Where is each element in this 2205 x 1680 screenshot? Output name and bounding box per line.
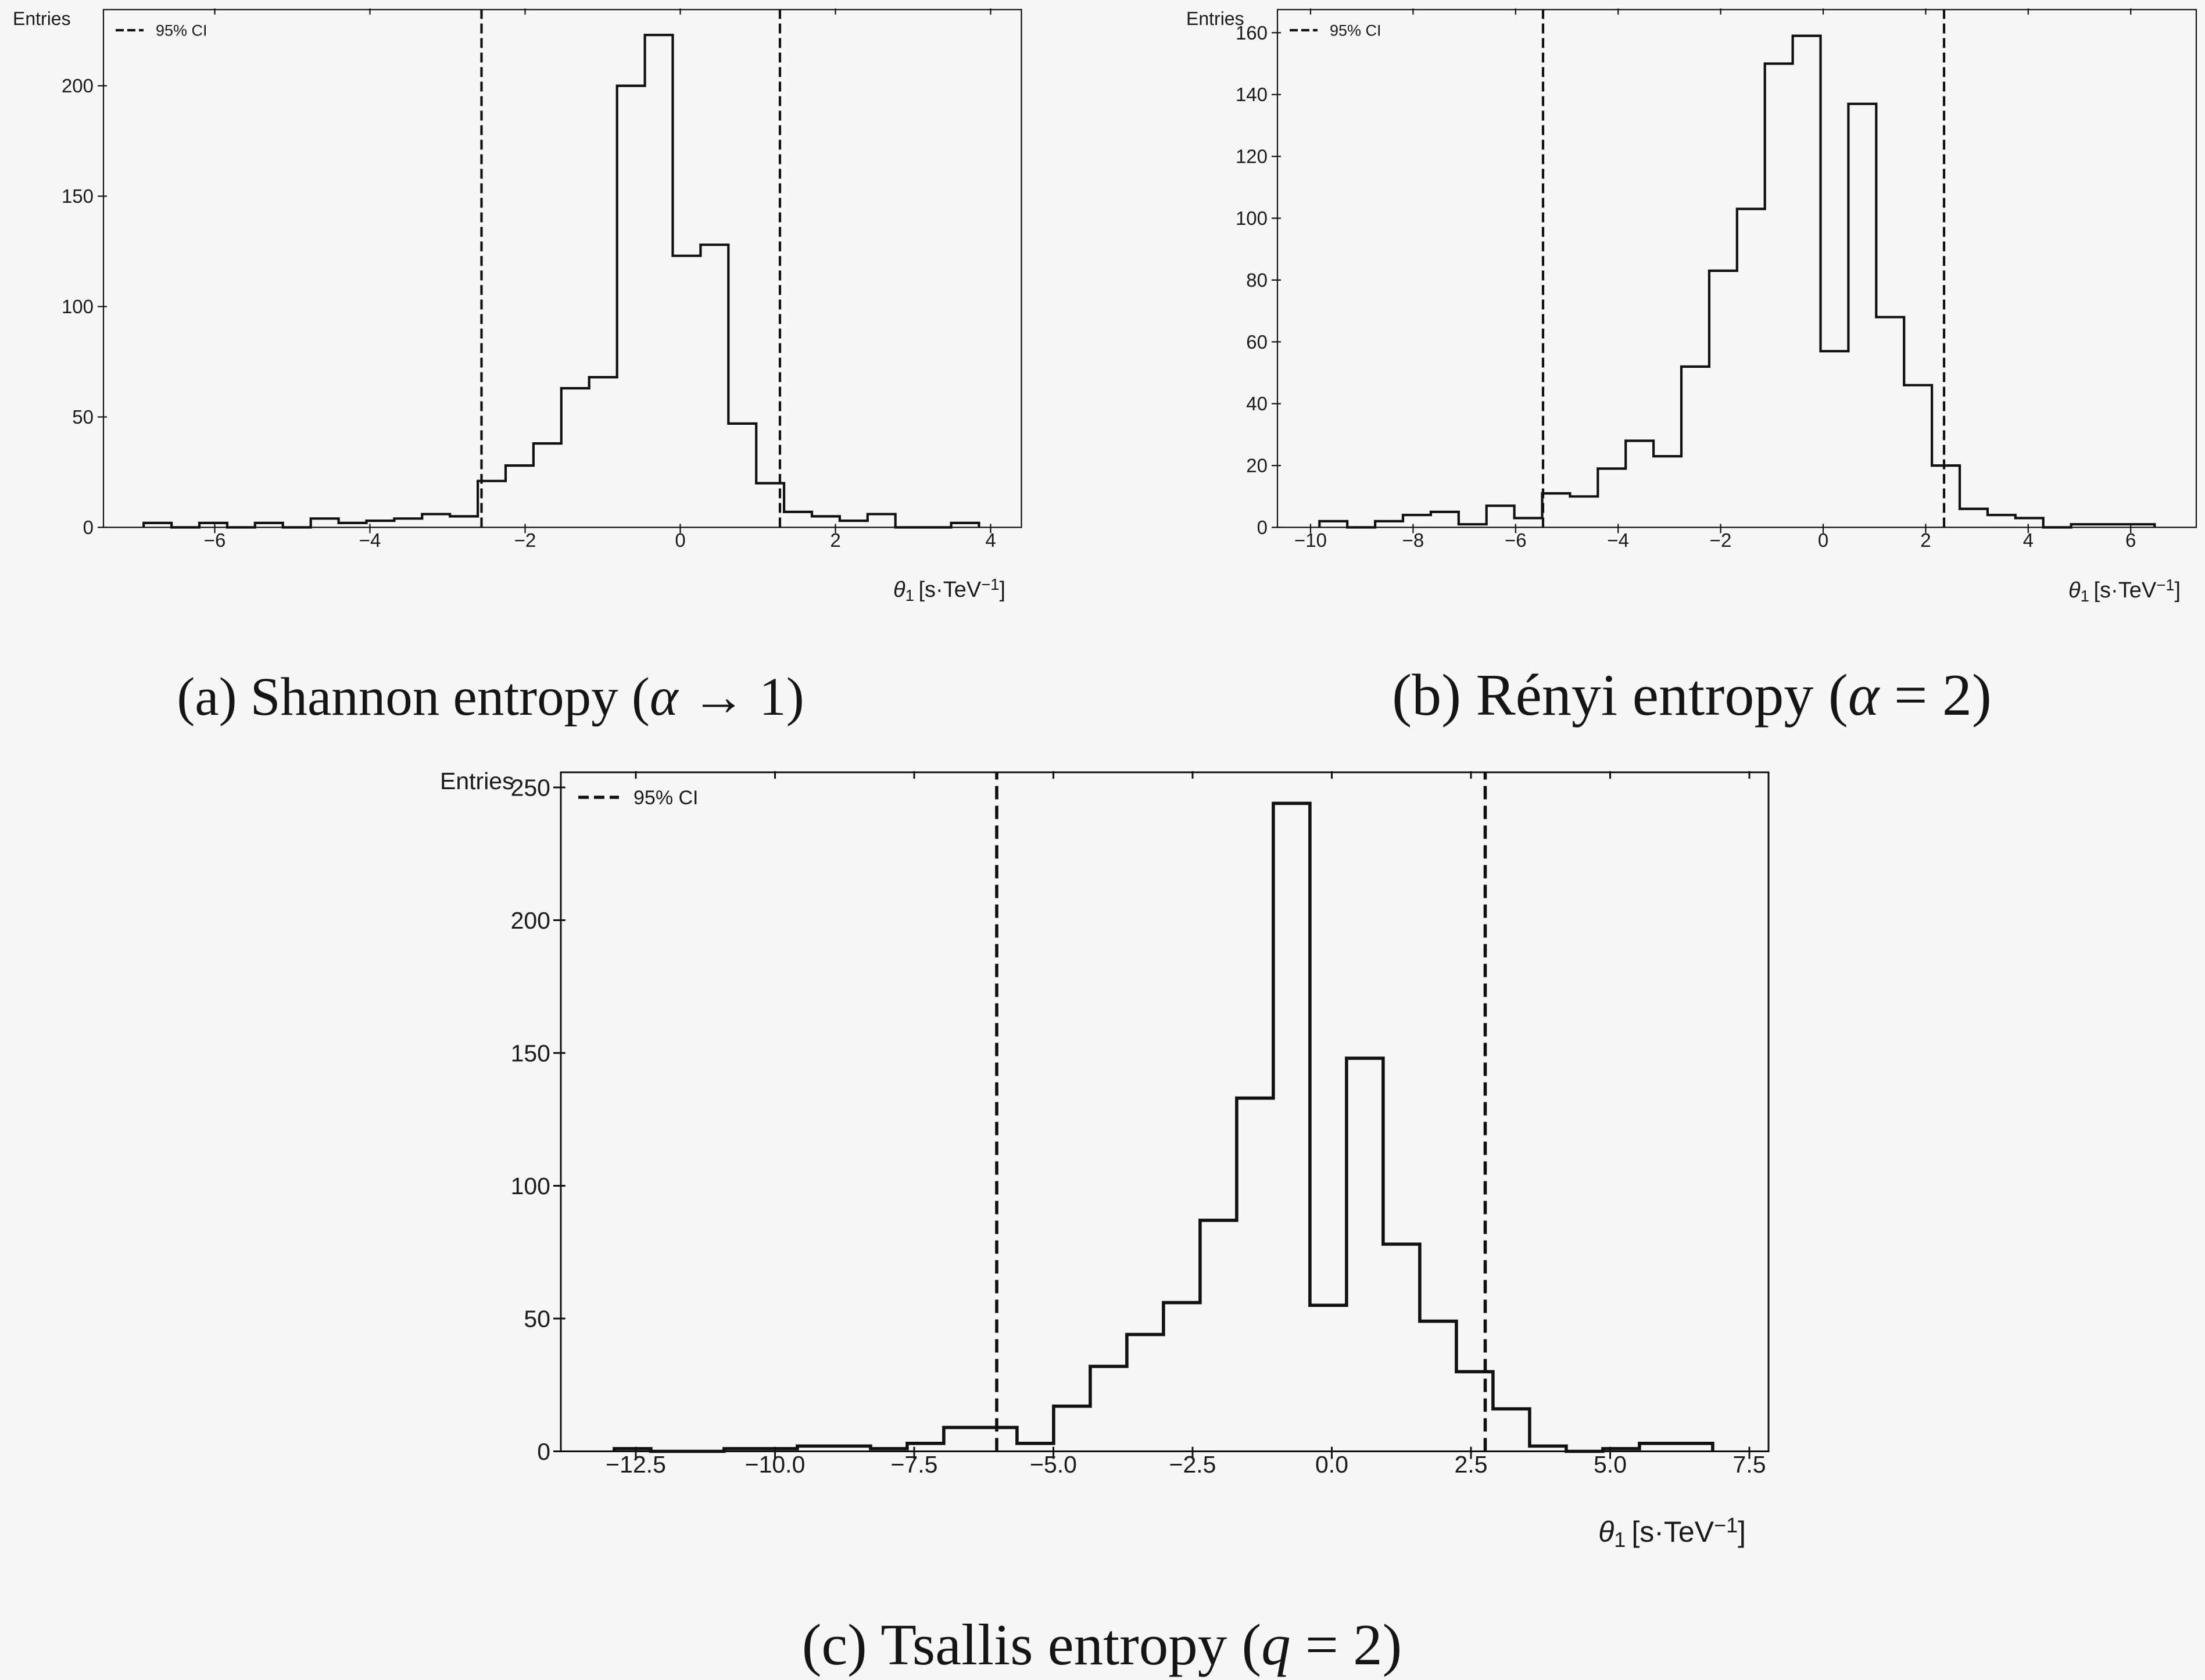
svg-text:−6: −6 xyxy=(1505,529,1527,551)
svg-text:−8: −8 xyxy=(1402,529,1424,551)
svg-text:0: 0 xyxy=(537,1438,550,1465)
svg-text:(a) Shannon entropy (α → 1): (a) Shannon entropy (α → 1) xyxy=(177,667,804,727)
svg-text:250: 250 xyxy=(511,774,550,801)
svg-text:50: 50 xyxy=(524,1305,550,1332)
svg-text:0: 0 xyxy=(1257,517,1268,538)
svg-text:−2: −2 xyxy=(1710,529,1732,551)
svg-text:20: 20 xyxy=(1246,455,1268,477)
svg-text:80: 80 xyxy=(1246,269,1268,291)
svg-text:140: 140 xyxy=(1236,84,1268,105)
svg-text:50: 50 xyxy=(72,406,94,428)
svg-text:Entries: Entries xyxy=(1186,8,1244,29)
svg-text:−4: −4 xyxy=(359,529,381,551)
svg-text:6: 6 xyxy=(2125,529,2136,551)
svg-text:4: 4 xyxy=(985,529,996,551)
svg-text:−2: −2 xyxy=(514,529,536,551)
svg-text:95% CI: 95% CI xyxy=(156,22,207,40)
svg-text:(c) Tsallis entropy (q = 2): (c) Tsallis entropy (q = 2) xyxy=(802,1612,1402,1677)
svg-text:4: 4 xyxy=(2023,529,2034,551)
svg-text:7.5: 7.5 xyxy=(1733,1451,1766,1478)
svg-text:Entries: Entries xyxy=(13,8,71,29)
svg-text:160: 160 xyxy=(1236,22,1268,44)
svg-text:200: 200 xyxy=(62,75,94,96)
svg-text:150: 150 xyxy=(511,1040,550,1066)
svg-text:−2.5: −2.5 xyxy=(1169,1451,1216,1478)
svg-text:−10: −10 xyxy=(1294,529,1327,551)
svg-text:0: 0 xyxy=(1818,529,1828,551)
svg-text:θ1 [s·TeV−1]: θ1 [s·TeV−1] xyxy=(893,575,1005,604)
svg-text:Entries: Entries xyxy=(440,768,514,794)
svg-text:−5.0: −5.0 xyxy=(1030,1451,1077,1478)
svg-text:40: 40 xyxy=(1246,393,1268,414)
svg-text:(b) Rényi entropy (α = 2): (b) Rényi entropy (α = 2) xyxy=(1392,662,1992,728)
svg-text:100: 100 xyxy=(511,1173,550,1199)
svg-text:θ1 [s·TeV−1]: θ1 [s·TeV−1] xyxy=(1598,1513,1746,1552)
svg-text:150: 150 xyxy=(62,185,94,207)
svg-text:95% CI: 95% CI xyxy=(1330,22,1381,40)
svg-text:100: 100 xyxy=(62,296,94,317)
svg-text:100: 100 xyxy=(1236,207,1268,229)
svg-text:2: 2 xyxy=(1920,529,1931,551)
svg-text:−12.5: −12.5 xyxy=(606,1451,666,1478)
svg-text:120: 120 xyxy=(1236,146,1268,167)
svg-text:95% CI: 95% CI xyxy=(633,787,699,809)
svg-text:60: 60 xyxy=(1246,331,1268,353)
svg-text:−10.0: −10.0 xyxy=(745,1451,806,1478)
svg-text:−4: −4 xyxy=(1607,529,1629,551)
svg-text:0: 0 xyxy=(83,517,94,538)
svg-text:2.5: 2.5 xyxy=(1455,1451,1488,1478)
svg-text:0.0: 0.0 xyxy=(1315,1451,1348,1478)
svg-text:2: 2 xyxy=(830,529,840,551)
svg-text:−6: −6 xyxy=(204,529,226,551)
svg-text:0: 0 xyxy=(675,529,685,551)
svg-text:5.0: 5.0 xyxy=(1594,1451,1627,1478)
svg-text:−7.5: −7.5 xyxy=(891,1451,938,1478)
svg-text:θ1 [s·TeV−1]: θ1 [s·TeV−1] xyxy=(2068,576,2181,605)
svg-text:200: 200 xyxy=(511,907,550,934)
